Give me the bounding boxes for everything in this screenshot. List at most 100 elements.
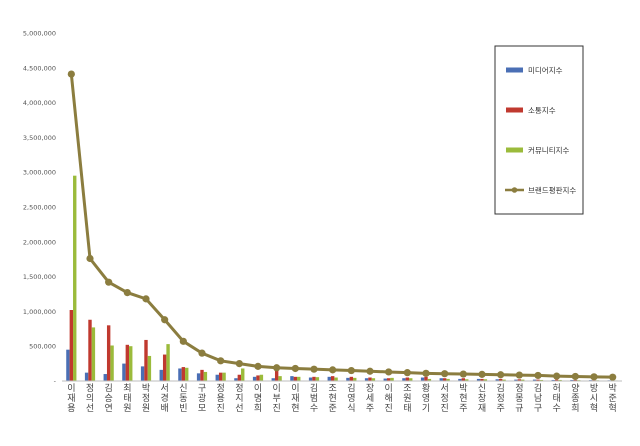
bar <box>402 378 406 381</box>
line-point <box>217 357 225 365</box>
line-point <box>609 373 617 381</box>
line-point <box>105 278 113 286</box>
bar <box>110 345 114 381</box>
line-point <box>553 372 561 380</box>
bar <box>327 376 331 381</box>
bar <box>371 378 376 381</box>
bar <box>315 377 320 381</box>
bar <box>241 368 245 381</box>
line-point <box>235 360 243 368</box>
bar <box>222 372 226 381</box>
bars-layer <box>66 175 618 381</box>
line-point <box>198 349 206 357</box>
bar <box>498 378 503 381</box>
bar <box>517 379 522 381</box>
bar <box>495 379 499 381</box>
line-point <box>385 368 393 376</box>
bar <box>278 376 282 381</box>
legend-swatch <box>506 107 523 113</box>
line-point <box>142 295 150 303</box>
bar <box>353 377 357 381</box>
bar <box>536 379 540 381</box>
legend-label: 커뮤니티지수 <box>528 146 569 155</box>
bar <box>551 379 555 381</box>
bar <box>69 310 74 381</box>
bar <box>409 378 413 381</box>
bar <box>308 377 313 381</box>
bar <box>427 378 432 381</box>
line-point <box>571 372 579 381</box>
line-point <box>459 370 467 378</box>
bar <box>196 373 201 381</box>
bar <box>446 378 450 381</box>
y-tick-label: 1,000,000 <box>23 308 56 316</box>
line-point <box>347 366 355 375</box>
line-point <box>422 369 430 377</box>
bar <box>424 376 428 381</box>
bar <box>66 349 70 381</box>
bar <box>570 379 574 381</box>
bar <box>458 378 462 381</box>
bar <box>181 367 186 381</box>
bar <box>483 379 488 381</box>
bar <box>573 379 578 381</box>
line-point <box>86 254 94 263</box>
bar <box>129 346 133 381</box>
y-tick-label: 1,500,000 <box>23 273 56 281</box>
line-point <box>515 371 523 379</box>
bar <box>200 369 204 381</box>
bar <box>73 175 77 381</box>
bar <box>514 379 518 381</box>
y-tick-label: 4,000,000 <box>23 99 56 107</box>
bar <box>218 372 223 381</box>
x-axis: 이 재 용 정 의 선 김 승 연 최 태 원 박 정 원 서 경 배 신 동 빈 구 광 모 정 용 진 정 지 선 이 명 희 이 부 진 이 재 현 김… <box>62 380 622 414</box>
bar <box>554 379 559 381</box>
line-point <box>590 373 598 381</box>
y-tick-label: 2,000,000 <box>23 238 56 246</box>
legend-label: 미디어지수 <box>528 65 563 75</box>
line-point <box>254 362 262 370</box>
bar <box>368 377 372 381</box>
bar <box>312 376 316 381</box>
line-point <box>161 316 169 324</box>
bar <box>259 374 264 381</box>
line-point <box>441 370 449 378</box>
line-point <box>534 371 542 380</box>
bar <box>271 378 275 381</box>
bar <box>386 378 391 381</box>
bar <box>334 377 338 381</box>
bar <box>290 376 294 381</box>
line-point <box>329 366 337 374</box>
bar <box>383 378 387 381</box>
legend-swatch <box>506 67 523 73</box>
line-point <box>123 289 131 297</box>
legend-line-marker <box>511 187 518 193</box>
bar <box>144 339 148 381</box>
bar <box>480 378 484 381</box>
bar <box>346 377 350 381</box>
legend-box <box>494 45 584 215</box>
y-tick-label: - <box>54 378 57 386</box>
bar <box>125 344 130 381</box>
